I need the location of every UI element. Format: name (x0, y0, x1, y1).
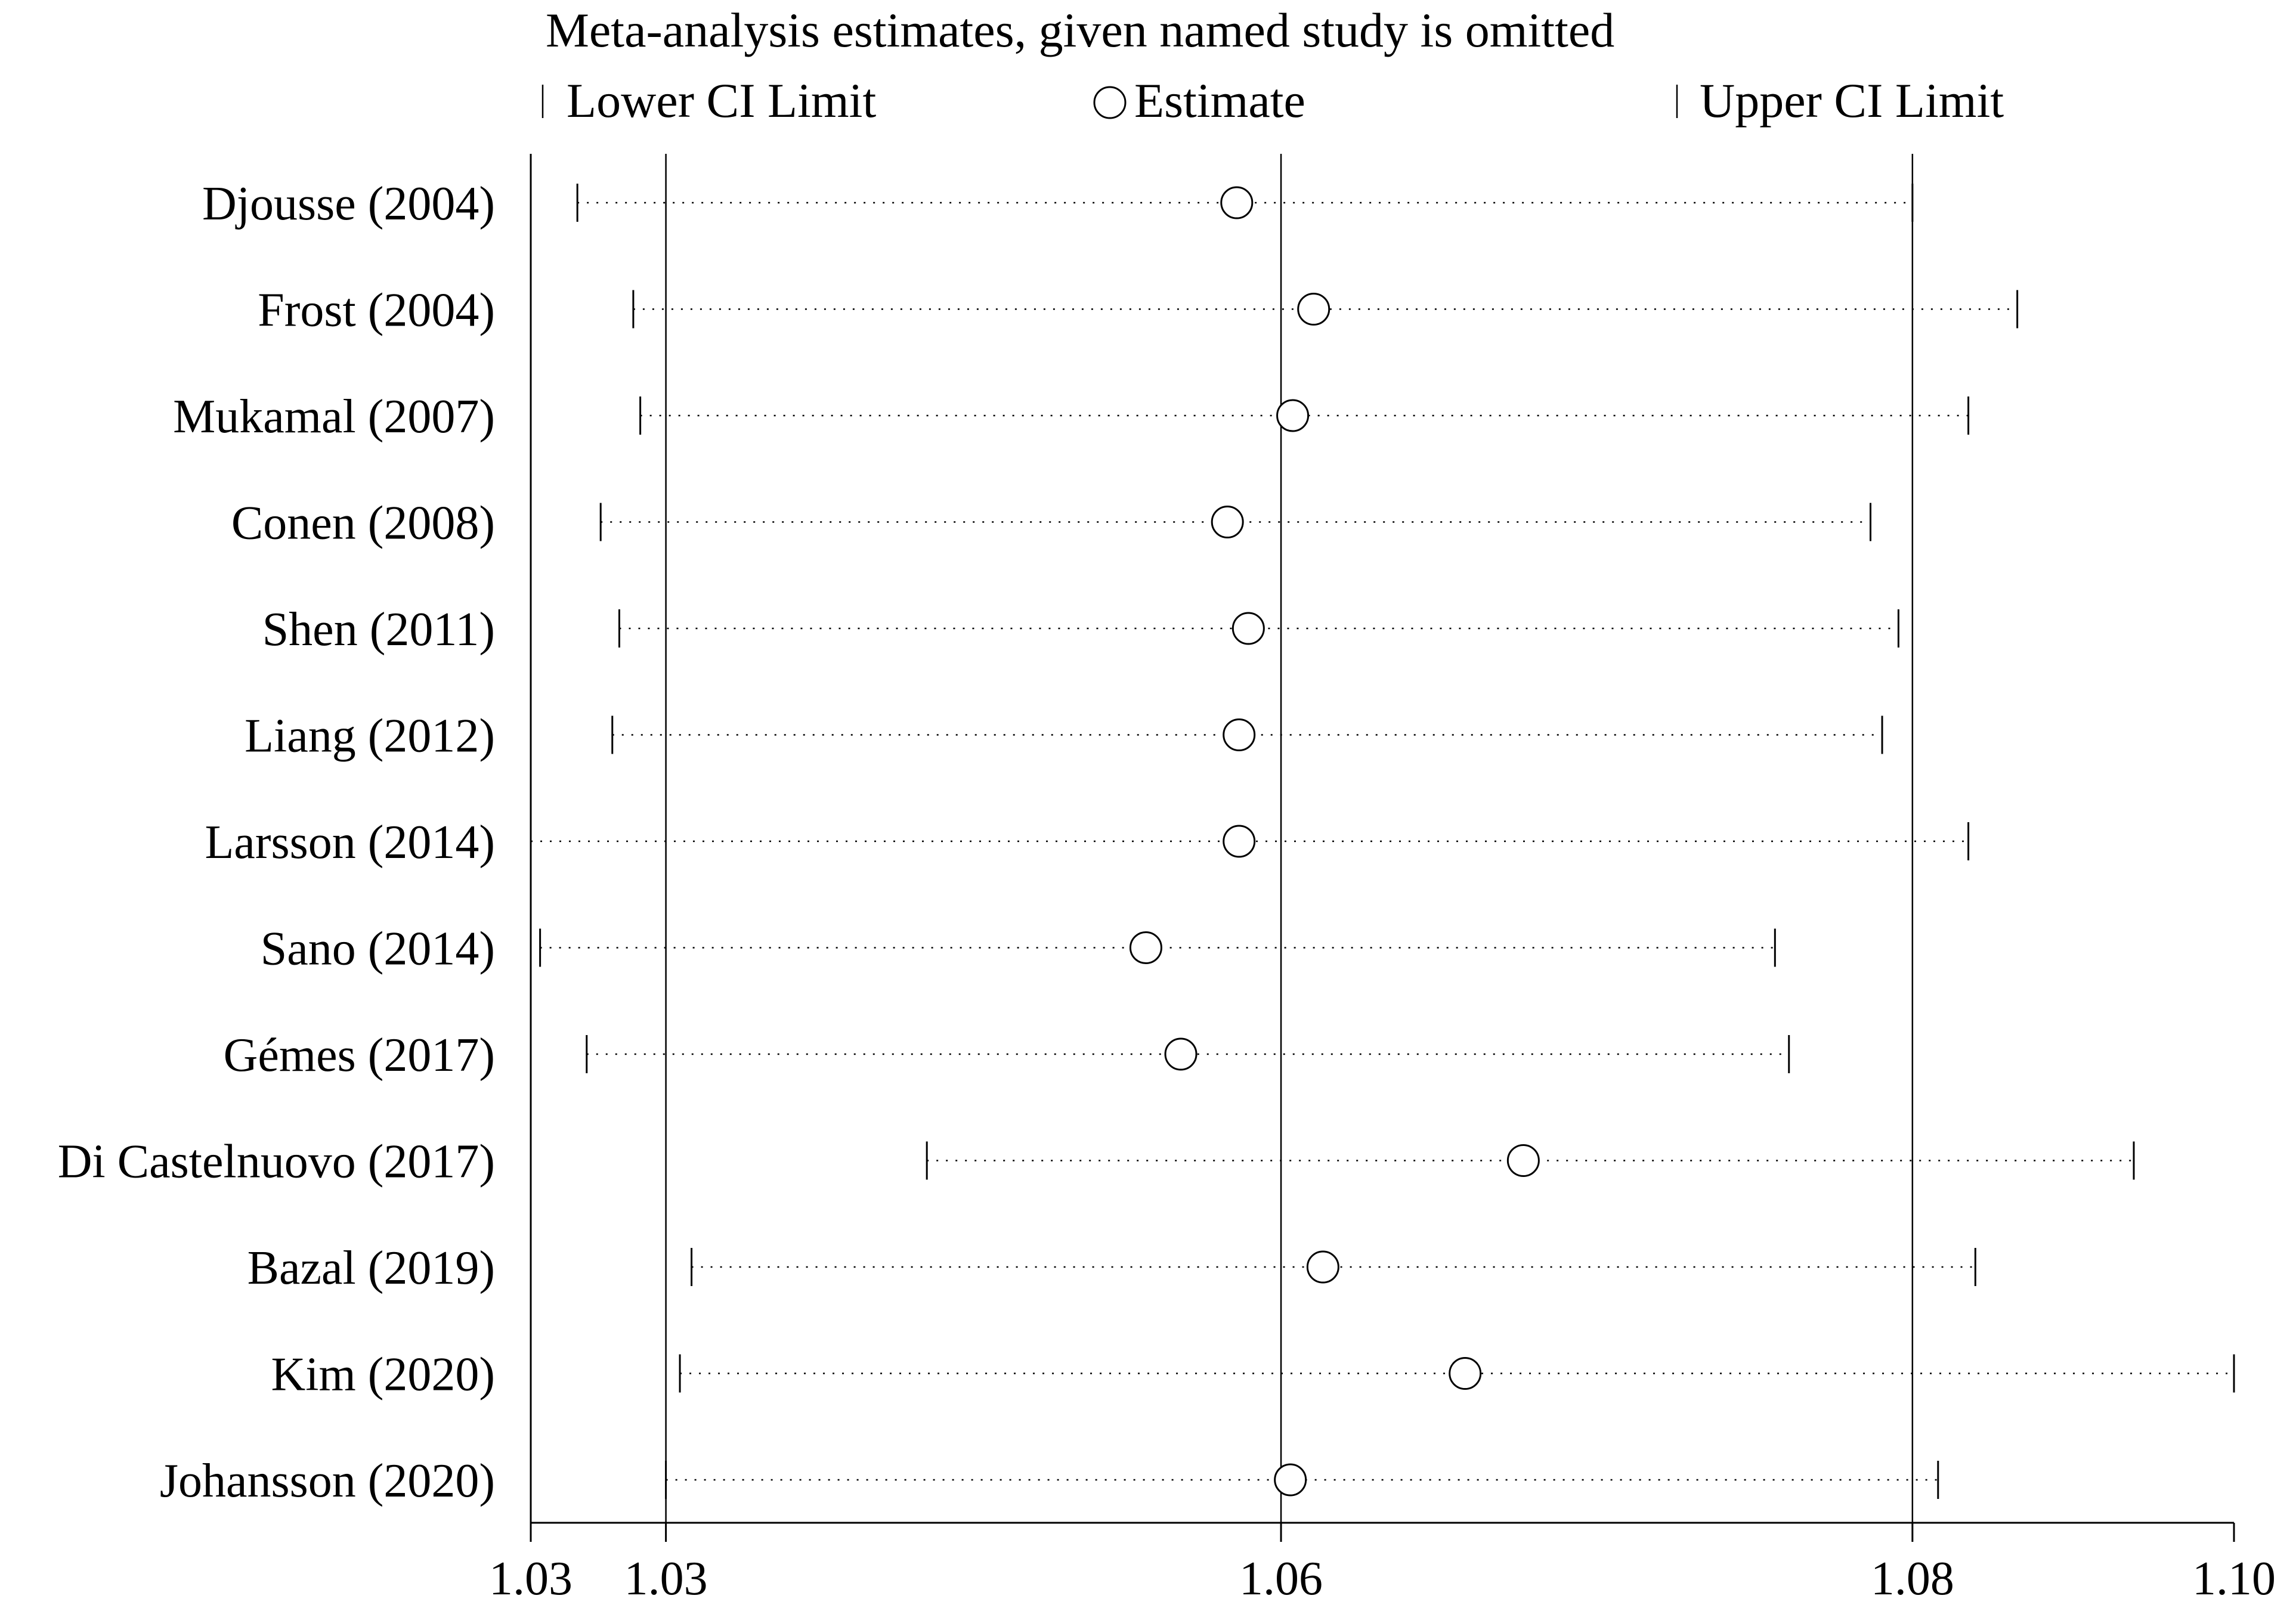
legend-estimate-label: Estimate (1134, 73, 1305, 128)
estimate-marker (1297, 293, 1330, 326)
study-row: Shen (2011) (262, 603, 1899, 656)
study-row: Johansson (2020) (160, 1455, 1939, 1507)
study-label: Djousse (2004) (202, 178, 495, 230)
study-label: Larsson (2014) (205, 816, 495, 869)
study-row: Liang (2012) (245, 710, 1883, 763)
reference-lines (665, 154, 1914, 1523)
chart-title: Meta-analysis estimates, given named stu… (546, 3, 1614, 57)
x-tick-label-2: 1.06 (1239, 1553, 1323, 1605)
study-label: Di Castelnuovo (2017) (58, 1136, 495, 1188)
x-tick-label-4: 1.10 (2192, 1553, 2276, 1605)
estimate-marker (1220, 186, 1254, 219)
estimate-marker (1506, 1144, 1540, 1177)
study-row: Bazal (2019) (247, 1242, 1976, 1294)
study-row: Di Castelnuovo (2017) (58, 1136, 2135, 1188)
study-label: Bazal (2019) (247, 1242, 495, 1294)
estimate-marker (1231, 612, 1265, 645)
legend: Lower CI Limit Estimate Upper CI Limit (541, 73, 2004, 128)
study-label: Liang (2012) (245, 710, 495, 763)
study-label: Conen (2008) (231, 497, 495, 550)
study-label: Frost (2004) (258, 284, 495, 337)
study-label: Shen (2011) (262, 603, 495, 656)
estimate-marker (1129, 931, 1162, 964)
study-row: Conen (2008) (231, 497, 1872, 550)
estimate-marker (1306, 1250, 1339, 1284)
study-rows: Djousse (2004) Frost (2004) Mukamal (2007)… (58, 178, 2235, 1507)
x-tick-label-0: 1.03 (489, 1553, 573, 1605)
study-label: Gémes (2017) (224, 1029, 495, 1082)
estimate-marker (1274, 1463, 1307, 1497)
study-row: Mukamal (2007) (173, 391, 1970, 443)
study-row: Sano (2014) (261, 923, 1776, 975)
study-label: Sano (2014) (261, 923, 495, 975)
estimate-marker (1449, 1357, 1482, 1390)
estimate-marker (1164, 1037, 1197, 1071)
x-axis-ticks: 1.03 1.03 1.06 1.08 1.10 (489, 1523, 2276, 1605)
estimate-marker (1223, 825, 1256, 858)
legend-upper-label: Upper CI Limit (1700, 73, 2004, 128)
legend-lower-label: Lower CI Limit (567, 73, 876, 128)
study-label: Mukamal (2007) (173, 391, 495, 443)
x-tick-label-1: 1.03 (624, 1553, 708, 1605)
study-row: Larsson (2014) (205, 816, 1970, 869)
study-row: Gémes (2017) (224, 1029, 1790, 1082)
study-row: Frost (2004) (258, 284, 2019, 337)
study-label: Johansson (2020) (160, 1455, 495, 1507)
estimate-marker (1276, 399, 1310, 432)
x-tick-label-3: 1.08 (1871, 1553, 1954, 1605)
estimate-marker (1211, 506, 1244, 538)
study-row: Kim (2020) (271, 1349, 2235, 1401)
estimate-marker (1223, 718, 1256, 751)
legend-estimate-marker (1093, 86, 1127, 119)
study-label: Kim (2020) (271, 1349, 495, 1401)
study-row: Djousse (2004) (202, 178, 1914, 230)
